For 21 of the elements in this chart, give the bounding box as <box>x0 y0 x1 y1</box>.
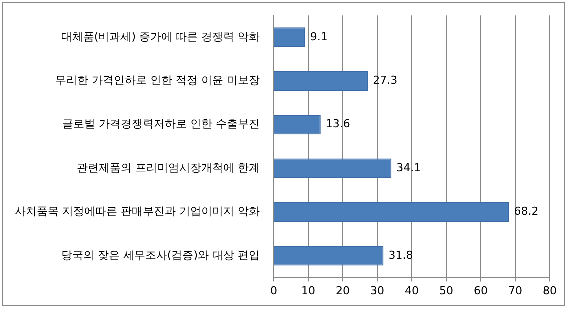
data-label: 68.2 <box>514 205 539 218</box>
x-tick-label: 50 <box>439 284 454 298</box>
y-tick-label: 사치품목 지정에따른 판매부진과 기업이미지 악화 <box>14 205 260 218</box>
y-tick-label: 당국의 잦은 세무조사(검증)와 대상 편입 <box>61 248 260 262</box>
x-tick-label: 80 <box>543 284 557 298</box>
data-label: 27.3 <box>373 74 398 88</box>
y-tick-label: 대체품(비과세) 증가에 따른 경쟁력 악화 <box>61 30 260 44</box>
data-label: 31.8 <box>388 248 414 262</box>
x-tick-label: 30 <box>370 284 384 298</box>
data-label: 34.1 <box>396 161 422 174</box>
y-tick-label: 관련제품의 프리미엄시장개척에 한계 <box>76 161 260 174</box>
data-label: 13.6 <box>326 118 350 131</box>
y-tick-label: 글로벌 가격경쟁력저하로 인한 수출부진 <box>62 118 260 131</box>
x-tick-label: 10 <box>301 284 316 298</box>
y-tick-label: 무리한 가격인하로 인한 적정 이윤 미보장 <box>56 74 260 88</box>
x-tick-label: 0 <box>270 284 278 298</box>
data-label: 9.1 <box>310 30 328 44</box>
x-tick-label: 40 <box>404 284 419 298</box>
x-tick-label: 20 <box>336 284 350 298</box>
x-tick-label: 60 <box>474 284 488 298</box>
x-tick-label: 70 <box>508 284 522 298</box>
